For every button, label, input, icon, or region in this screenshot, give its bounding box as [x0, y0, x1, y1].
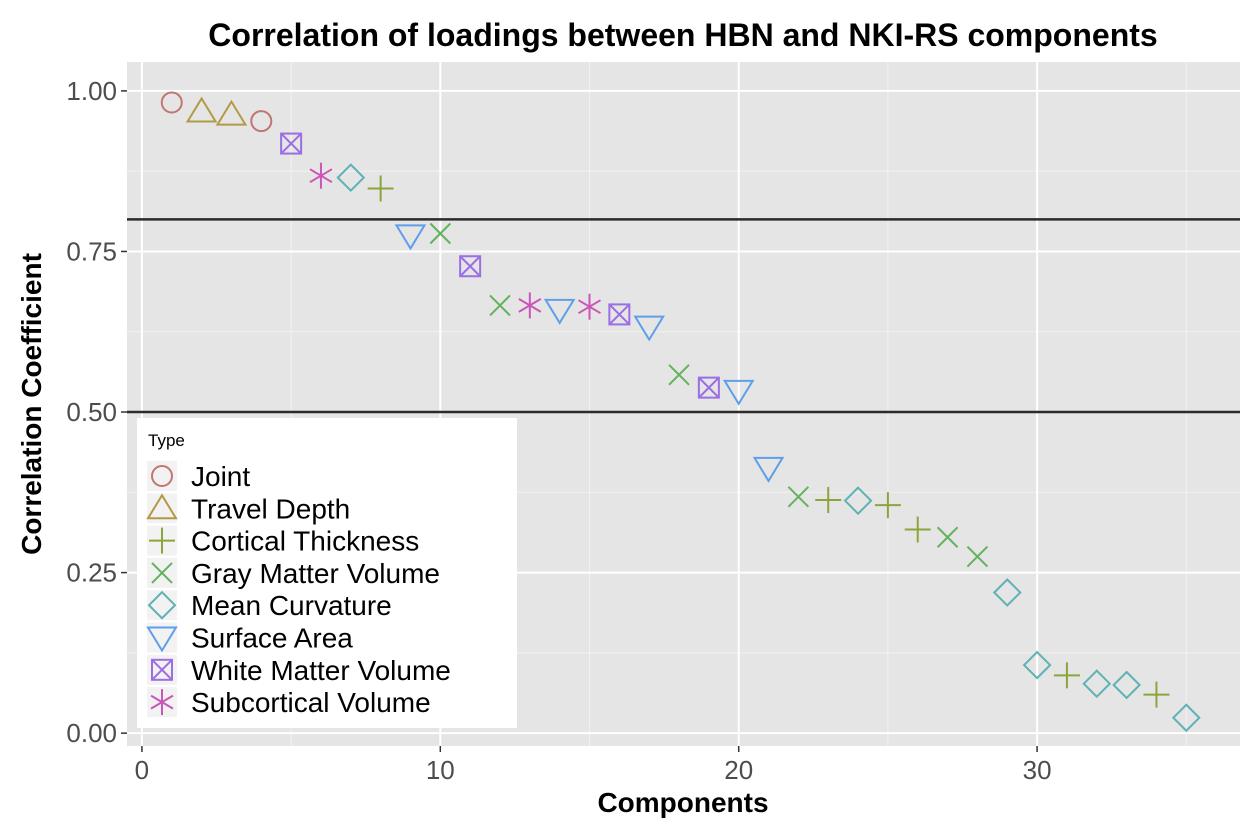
data-point [1112, 670, 1142, 700]
data-point [394, 224, 427, 251]
legend-marker-icon [151, 562, 173, 584]
y-axis-title: Correlation Coefficient [16, 253, 47, 555]
y-tick-label: 1.00 [66, 76, 117, 106]
reference-lines [127, 218, 1240, 414]
legend-marker-icon [151, 658, 173, 681]
data-point [992, 578, 1022, 607]
legend-label: Cortical Thickness [191, 526, 419, 557]
data-point [250, 110, 273, 133]
data-point [722, 379, 755, 406]
data-point [280, 132, 303, 155]
legend-marker-icon [147, 590, 177, 620]
data-point [336, 163, 366, 193]
y-tick-label: 0.75 [66, 236, 117, 266]
data-point [1053, 662, 1080, 689]
data-point [577, 293, 602, 320]
data-point [874, 492, 901, 519]
data-point [185, 96, 218, 123]
y-axis-ticks: 0.00 0.25 0.50 0.75 1.00 [66, 76, 127, 748]
y-tick-label: 0.25 [66, 558, 117, 588]
legend-marker-icon [149, 527, 175, 554]
y-tick-label: 0.50 [66, 397, 117, 427]
data-point [966, 545, 989, 568]
data-point [160, 91, 183, 114]
data-point [752, 456, 785, 483]
data-point [518, 292, 542, 319]
data-point [633, 315, 665, 342]
data-point [843, 486, 873, 516]
legend-label: Subcortical Volume [191, 687, 431, 718]
data-point [697, 376, 720, 399]
data-point [459, 255, 482, 278]
data-point [1022, 650, 1052, 680]
data-point [215, 99, 248, 126]
legend-marker-icon [146, 626, 178, 653]
legend-label: White Matter Volume [191, 655, 451, 686]
data-point [367, 175, 394, 202]
x-tick-label: 10 [426, 755, 455, 785]
data-point [1082, 669, 1112, 699]
data-point [543, 298, 576, 325]
data-point [668, 364, 690, 386]
x-axis-title: Components [597, 787, 768, 818]
data-point [815, 487, 842, 514]
x-axis-ticks: 0 10 20 30 [135, 746, 1052, 785]
x-tick-label: 20 [724, 755, 753, 785]
legend-box [137, 418, 517, 728]
legend-marker-icon [146, 493, 178, 520]
data-points [160, 91, 1201, 733]
data-point [429, 222, 452, 245]
legend-label: Travel Depth [191, 493, 350, 524]
data-point [309, 162, 333, 189]
x-tick-label: 0 [135, 755, 149, 785]
data-point [1171, 703, 1201, 733]
data-point [904, 516, 931, 543]
data-point [1143, 681, 1170, 708]
data-point [608, 303, 631, 326]
data-point [489, 294, 511, 317]
data-point [787, 486, 810, 508]
y-tick-label: 0.00 [66, 718, 117, 748]
legend-marker-icon [151, 465, 173, 487]
legend-key [147, 590, 177, 621]
x-tick-label: 30 [1023, 755, 1052, 785]
legend-label: Joint [191, 461, 250, 492]
legend-label: Mean Curvature [191, 590, 392, 621]
chart-title: Correlation of loadings between HBN and … [208, 17, 1157, 53]
legend-title: Type [148, 431, 185, 450]
legend-label: Surface Area [191, 623, 353, 654]
legend-marker-icon [150, 689, 174, 716]
data-point [936, 526, 959, 548]
legend-label: Gray Matter Volume [191, 558, 440, 589]
